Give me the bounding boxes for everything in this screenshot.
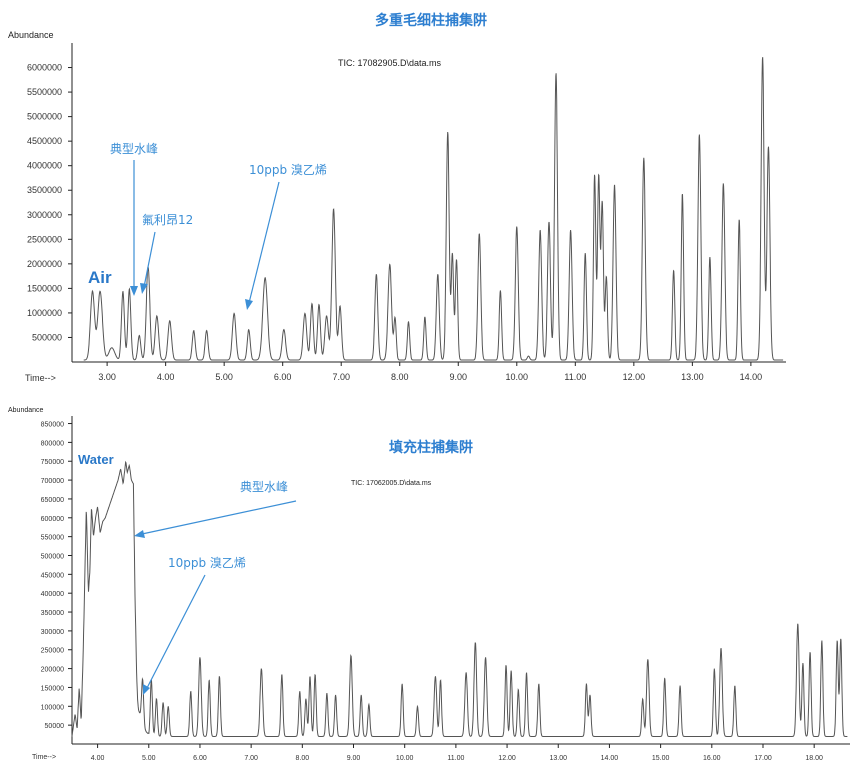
bottom-chart-title: 填充柱捕集阱: [389, 439, 473, 456]
top-x-tick-label: 5.00: [215, 372, 233, 382]
bottom-water-arrowhead: [134, 530, 145, 538]
bottom-x-ticks: 4.00 5.00 6.00 7.00 8.00 9.00 10.00 11.00 12.00 1…: [91, 744, 823, 762]
top-y-tick-label: 1500000: [27, 283, 62, 293]
bottom-file-label: TIC: 17062005.D\data.ms: [351, 480, 432, 487]
bottom-y-tick-label: 750000: [41, 459, 64, 466]
top-x-tick-label: 8.00: [391, 372, 409, 382]
bottom-y-tick-label: 300000: [41, 629, 64, 636]
bottom-x-tick-label: 18.00: [805, 755, 823, 762]
bottom-x-tick-label: 10.00: [396, 755, 414, 762]
top-y-tick-label: 2000000: [27, 259, 62, 269]
bottom-y-axis-label: Abundance: [8, 407, 44, 414]
bottom-y-tick-label: 250000: [41, 648, 64, 655]
bottom-chromatogram: Abundance 填充柱捕集阱 TIC: 17062005.D\data.ms…: [8, 407, 850, 762]
top-tic-trace: [83, 57, 784, 361]
bottom-vinyl-arrowhead: [143, 684, 150, 695]
top-x-ticks: 3.00 4.00 5.00 6.00 7.00 8.00 9.00 10.00 11.00 12…: [98, 362, 762, 382]
bottom-y-tick-label: 200000: [41, 667, 64, 674]
bottom-x-tick-label: 7.00: [244, 755, 258, 762]
bottom-y-tick-label: 550000: [41, 535, 64, 542]
top-y-tick-label: 3000000: [27, 210, 62, 220]
top-x-tick-label: 3.00: [98, 372, 116, 382]
top-x-tick-label: 4.00: [157, 372, 175, 382]
top-x-tick-label: 12.00: [623, 372, 646, 382]
bottom-vinyl-arrow: [146, 574, 206, 689]
top-y-tick-label: 4000000: [27, 161, 62, 171]
bottom-x-axis-label: Time-->: [32, 754, 56, 761]
air-peak-label: Air: [88, 268, 112, 287]
bottom-x-tick-label: 11.00: [447, 755, 464, 762]
top-y-tick-label: 6000000: [27, 63, 62, 73]
bottom-y-tick-label: 650000: [41, 497, 64, 504]
top-y-axis-label: Abundance: [8, 30, 54, 40]
top-file-label: TIC: 17082905.D\data.ms: [338, 58, 442, 68]
bottom-y-tick-label: 500000: [41, 553, 64, 560]
bottom-y-tick-label: 450000: [41, 572, 64, 579]
water-peak-label: Water: [78, 452, 114, 467]
bottom-x-tick-label: 4.00: [91, 755, 105, 762]
top-y-tick-label: 5000000: [27, 112, 62, 122]
bottom-y-tick-label: 600000: [41, 516, 64, 523]
top-x-tick-label: 9.00: [449, 372, 467, 382]
bottom-x-tick-label: 16.00: [703, 755, 721, 762]
bottom-y-tick-label: 50000: [45, 723, 65, 730]
bottom-x-tick-label: 12.00: [498, 755, 516, 762]
bottom-y-tick-label: 700000: [41, 478, 64, 485]
bottom-x-tick-label: 8.00: [296, 755, 310, 762]
top-x-tick-label: 14.00: [740, 372, 763, 382]
top-x-axis-label: Time-->: [25, 373, 56, 383]
bottom-y-tick-label: 800000: [41, 440, 64, 447]
top-y-tick-label: 500000: [32, 332, 62, 342]
bottom-x-tick-label: 5.00: [142, 755, 156, 762]
top-vinyl-bromide-annotation: 10ppb 溴乙烯: [249, 163, 327, 177]
bottom-x-tick-label: 15.00: [652, 755, 670, 762]
top-x-tick-label: 6.00: [274, 372, 292, 382]
top-water-peak-annotation: 典型水峰: [110, 142, 158, 156]
top-chromatogram: 多重毛细柱捕集阱 Abundance TIC: 17082905.D\data.…: [8, 12, 786, 383]
bottom-x-tick-label: 14.00: [601, 755, 619, 762]
top-y-tick-label: 1000000: [27, 308, 62, 318]
top-y-ticks: 500000 1000000 1500000 2000000 2500000 300000…: [27, 63, 72, 342]
top-vinyl-arrow: [248, 181, 280, 304]
top-freon-arrowhead: [140, 283, 148, 294]
top-y-tick-label: 4500000: [27, 136, 62, 146]
top-water-arrowhead: [130, 286, 138, 296]
bottom-y-tick-label: 850000: [41, 422, 64, 429]
bottom-x-tick-label: 9.00: [347, 755, 361, 762]
bottom-vinyl-bromide-annotation: 10ppb 溴乙烯: [168, 556, 246, 570]
bottom-y-tick-label: 350000: [41, 610, 64, 617]
bottom-water-arrow: [141, 500, 297, 535]
top-y-tick-label: 2500000: [27, 234, 62, 244]
top-vinyl-arrowhead: [245, 299, 253, 310]
top-x-tick-label: 13.00: [681, 372, 704, 382]
top-y-tick-label: 5500000: [27, 87, 62, 97]
bottom-y-ticks: 50000 100000 150000 200000 250000 300000 35000…: [41, 422, 72, 730]
bottom-x-tick-label: 13.00: [549, 755, 567, 762]
bottom-y-tick-label: 100000: [41, 704, 64, 711]
top-freon-annotation: 氟利昂12: [142, 213, 193, 227]
bottom-y-tick-label: 400000: [41, 591, 64, 598]
top-freon-arrow: [143, 231, 156, 288]
top-x-tick-label: 11.00: [564, 372, 586, 382]
top-y-tick-label: 3500000: [27, 185, 62, 195]
bottom-x-tick-label: 6.00: [193, 755, 207, 762]
bottom-water-peak-annotation: 典型水峰: [240, 480, 288, 494]
top-x-tick-label: 10.00: [506, 372, 529, 382]
top-chart-title: 多重毛细柱捕集阱: [375, 12, 487, 29]
bottom-x-tick-label: 17.00: [754, 755, 772, 762]
bottom-tic-trace: [71, 460, 848, 738]
top-x-tick-label: 7.00: [332, 372, 350, 382]
bottom-y-tick-label: 150000: [41, 685, 64, 692]
